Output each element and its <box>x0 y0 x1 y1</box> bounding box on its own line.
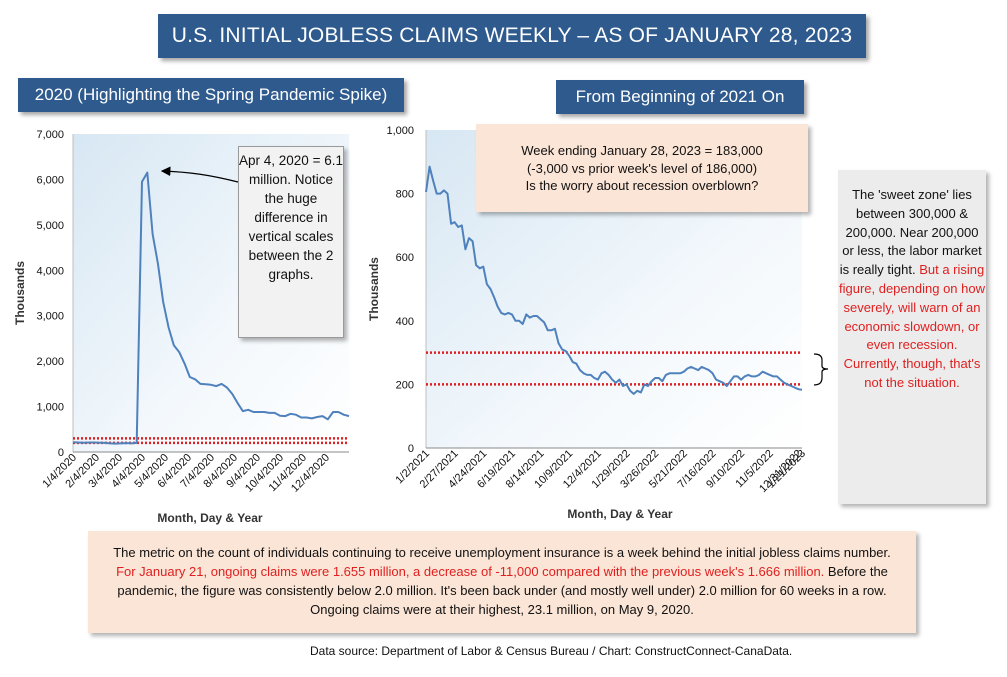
annotation-week-line3: Is the worry about recession overblown? <box>525 178 759 193</box>
y-tick-label: 1,000 <box>386 125 414 137</box>
x-axis-title: Month, Day & Year <box>567 507 672 521</box>
note-part3: Before the pandemic, the figure was cons… <box>117 564 888 617</box>
y-tick-label: 600 <box>396 252 414 264</box>
y-tick-label: 4,000 <box>36 265 64 277</box>
y-tick-label: 6,000 <box>36 174 64 186</box>
y-tick-label: 5,000 <box>36 220 64 232</box>
y-tick-label: 800 <box>396 189 414 201</box>
annotation-latest-week: Week ending January 28, 2023 = 183,000 (… <box>476 124 808 212</box>
annotation-apr-2020: Apr 4, 2020 = 6.1 million. Notice the hu… <box>238 146 344 338</box>
y-tick-label: 0 <box>58 447 64 459</box>
y-tick-label: 3,000 <box>36 311 64 323</box>
right-chart-subtitle: From Beginning of 2021 On <box>556 80 804 114</box>
y-tick-label: 1,000 <box>36 402 64 414</box>
y-tick-label: 400 <box>396 316 414 328</box>
y-tick-label: 2,000 <box>36 356 64 368</box>
annotation-week-line2: (-3,000 vs prior week's level of 186,000… <box>526 160 758 176</box>
data-source: Data source: Department of Labor & Censu… <box>310 644 793 658</box>
y-tick-label: 7,000 <box>36 129 64 141</box>
sweet-zone-brace <box>813 353 829 386</box>
sweet-zone-warning-text: But a rising figure, depending on how se… <box>838 262 985 390</box>
y-tick-label: 0 <box>408 443 414 455</box>
annotation-arrow <box>160 166 239 183</box>
annotation-week-line1: Week ending January 28, 2023 = 183,000 <box>521 143 763 158</box>
annotation-sweet-zone: The 'sweet zone' lies between 300,000 & … <box>838 170 986 504</box>
y-tick-label: 200 <box>396 379 414 391</box>
note-part1: The metric on the count of individuals c… <box>113 545 891 560</box>
main-title: U.S. INITIAL JOBLESS CLAIMS WEEKLY – AS … <box>158 14 866 58</box>
note-part2: For January 21, ongoing claims were 1.65… <box>116 564 825 579</box>
x-axis-title: Month, Day & Year <box>157 511 262 525</box>
y-axis-title: Thousands <box>367 257 381 321</box>
series-line <box>425 165 803 395</box>
series-line <box>72 171 350 445</box>
left-chart-subtitle: 2020 (Highlighting the Spring Pandemic S… <box>18 78 404 112</box>
continuing-claims-note: The metric on the count of individuals c… <box>88 531 916 633</box>
y-axis-title: Thousands <box>13 261 27 325</box>
sweet-zone-text: The 'sweet zone' lies between 300,000 & … <box>839 187 982 278</box>
